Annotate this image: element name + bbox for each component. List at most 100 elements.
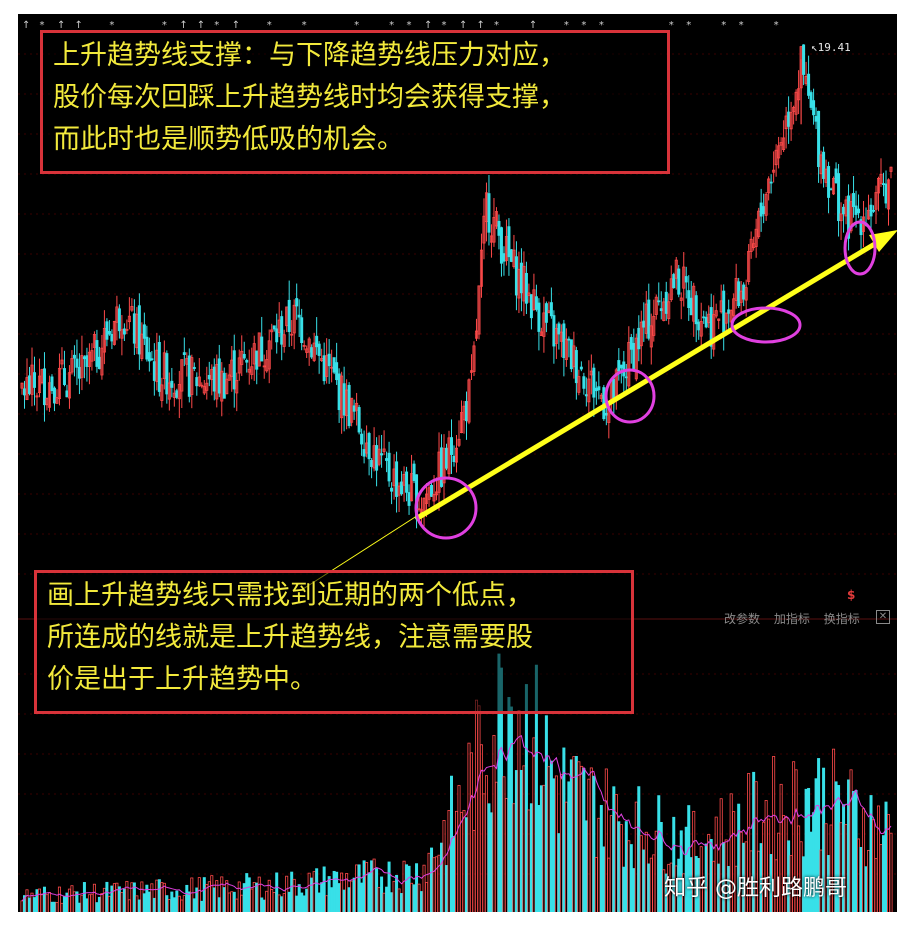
volume-bar [464, 817, 468, 912]
note-line: 价是出于上升趋势中。 [47, 664, 317, 695]
volume-bar [594, 857, 598, 912]
volume-bar [82, 882, 86, 912]
volume-bar [889, 832, 893, 912]
volume-bar [27, 897, 31, 912]
candle-body [375, 445, 379, 471]
volume-bar [237, 881, 241, 912]
switch-indicator-button[interactable]: 换指标 [823, 612, 860, 626]
volume-bar [182, 895, 186, 912]
volume-bar [202, 877, 206, 912]
candle-body [435, 491, 439, 496]
candle-body [192, 366, 196, 369]
volume-bar [514, 770, 518, 912]
volume-bar [177, 895, 181, 912]
volume-bar [85, 898, 89, 912]
candle-body [310, 347, 314, 358]
candle-body [829, 188, 833, 191]
candle-body [430, 484, 434, 497]
volume-bar [62, 896, 66, 912]
volume-bar [862, 808, 866, 912]
candle-body [569, 339, 573, 370]
candle-body [52, 387, 56, 404]
volume-bar [427, 852, 431, 912]
candle-body [624, 376, 628, 379]
candle-body [417, 508, 421, 511]
volume-bar [282, 893, 286, 912]
volume-bar [422, 864, 426, 912]
volume-bar [644, 831, 648, 912]
volume-bar [587, 778, 591, 912]
candle-body [809, 92, 813, 108]
event-marker-icon: * [721, 20, 726, 31]
volume-bar [627, 840, 631, 912]
candle-body [70, 358, 74, 373]
volume-bar [175, 890, 179, 912]
volume-bar [275, 872, 279, 912]
volume-bar [512, 803, 516, 912]
candle-body [165, 353, 169, 395]
volume-bar [457, 785, 461, 912]
candle-body [125, 329, 129, 331]
volume-bar [572, 756, 576, 912]
candle-body [494, 211, 498, 227]
candle-body [832, 177, 836, 195]
candle-body [629, 337, 633, 350]
volume-bar [77, 902, 81, 912]
candle-body [130, 306, 134, 311]
candle-body [697, 321, 701, 331]
volume-bar [225, 880, 229, 912]
event-marker-icon: ↑ [57, 20, 65, 31]
candle-body [197, 376, 201, 386]
candle-body [457, 438, 461, 446]
volume-bar [440, 842, 444, 912]
candle-body [454, 447, 458, 463]
candle-body [445, 447, 449, 469]
volume-bar [340, 872, 344, 912]
volume-bar [330, 887, 334, 912]
support-touch-circle [414, 476, 478, 540]
volume-bar [477, 705, 481, 912]
candle-body [75, 358, 79, 368]
candle-body [337, 373, 341, 411]
volume-bar [407, 865, 411, 912]
candle-body [699, 321, 703, 337]
volume-bar [679, 830, 683, 912]
candle-body [255, 350, 259, 370]
candle-body [834, 168, 838, 184]
candle-body [497, 220, 501, 236]
close-icon[interactable]: ✕ [876, 610, 890, 624]
candle-body [769, 181, 773, 184]
volume-bar [612, 786, 616, 912]
edit-params-button[interactable]: 改参数 [724, 612, 761, 626]
candle-body [307, 338, 311, 353]
candle-body [77, 366, 81, 379]
candle-body [360, 433, 364, 445]
volume-bar [47, 892, 51, 912]
add-indicator-button[interactable]: 加指标 [773, 612, 810, 626]
volume-bar [482, 793, 486, 912]
candle-body [97, 356, 101, 370]
volume-bar [592, 775, 596, 912]
note-line: 股价每次回踩上升趋势线时均会获得支撑， [53, 82, 566, 113]
volume-bar [135, 895, 139, 912]
volume-bar [647, 863, 651, 912]
volume-bar [659, 822, 663, 912]
candle-body [884, 183, 888, 204]
candle-body [267, 340, 271, 370]
volume-bar [307, 872, 311, 912]
volume-bar [117, 886, 121, 912]
volume-bar [395, 874, 399, 912]
candle-body [574, 350, 578, 384]
volume-bar [494, 781, 498, 912]
volume-bar [654, 830, 658, 912]
support-touch-circle [843, 220, 877, 276]
volume-bar [619, 824, 623, 912]
candle-body [787, 111, 791, 127]
event-marker-icon: ↑ [459, 20, 467, 31]
candle-body [85, 355, 89, 367]
candle-body [147, 352, 151, 362]
event-marker-icon: * [581, 20, 586, 31]
volume-bar [105, 881, 109, 912]
volume-bar [607, 857, 611, 912]
volume-bar [295, 895, 299, 912]
